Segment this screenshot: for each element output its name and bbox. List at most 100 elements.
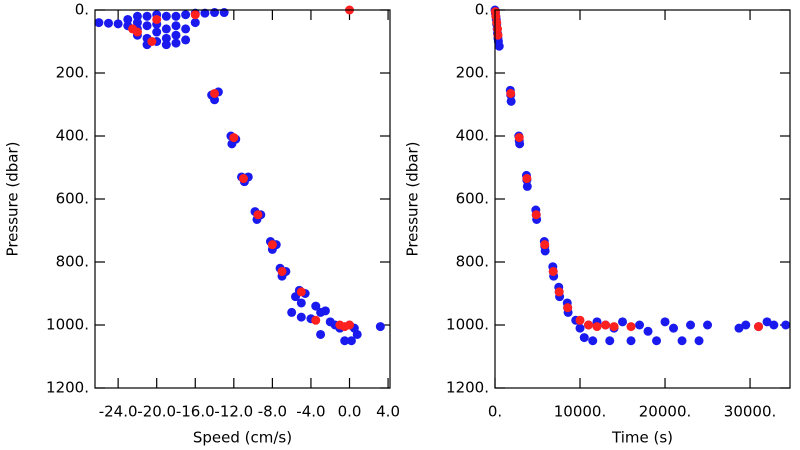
point (506, 88, 516, 98)
point (781, 320, 791, 330)
y-tick-label: 0. (75, 1, 89, 19)
point (181, 35, 191, 45)
point (161, 11, 171, 21)
point (171, 21, 181, 31)
point (229, 133, 239, 143)
y-tick-label: 600. (56, 190, 89, 208)
point (575, 315, 585, 325)
x-tick-label: -4.0 (296, 403, 325, 421)
point (522, 181, 532, 191)
point (113, 19, 123, 29)
point (694, 336, 704, 346)
point (762, 317, 772, 327)
point (210, 95, 220, 105)
point (669, 323, 679, 333)
point (643, 326, 653, 336)
point (161, 33, 171, 43)
point (287, 307, 297, 317)
point (238, 174, 248, 184)
x-axis-label: Speed (cm/s) (193, 429, 292, 447)
y-tick-label: 400. (56, 127, 89, 145)
x-tick-label: 0.0 (338, 403, 362, 421)
plot-frame (494, 9, 791, 389)
point (253, 210, 263, 220)
x-tick-label: 4.0 (376, 403, 400, 421)
point (626, 336, 636, 346)
point (677, 336, 687, 346)
point (103, 18, 113, 28)
point (575, 323, 585, 333)
point (161, 24, 171, 34)
point (152, 14, 162, 24)
point (769, 320, 779, 330)
y-tick-label: 400. (456, 127, 489, 145)
point (171, 38, 181, 48)
x-tick-label: 30000. (724, 403, 777, 421)
point (132, 18, 142, 28)
x-tick-label: -16.0 (176, 403, 215, 421)
point (316, 329, 326, 339)
point (506, 96, 516, 106)
point (219, 8, 229, 18)
point (494, 41, 504, 51)
y-axis-label: Pressure (dbar) (4, 142, 22, 257)
point (296, 312, 306, 322)
y-tick-label: 800. (456, 253, 489, 271)
point (531, 210, 541, 220)
y-tick-label: 0. (475, 1, 489, 19)
point (152, 27, 162, 37)
point (320, 306, 330, 316)
point (128, 24, 138, 34)
point (592, 322, 602, 332)
y-axis-label: Pressure (dbar) (404, 142, 422, 257)
point (584, 320, 594, 330)
y-tick-label: 800. (56, 253, 89, 271)
point (94, 18, 104, 28)
point (605, 336, 615, 346)
point (267, 240, 277, 250)
point (686, 320, 696, 330)
point (522, 174, 532, 184)
point (200, 8, 210, 18)
point (123, 14, 133, 24)
point (601, 320, 611, 330)
point (311, 315, 321, 325)
point (741, 320, 751, 330)
point (352, 329, 362, 339)
point (210, 8, 220, 18)
point (635, 320, 645, 330)
point (493, 30, 503, 40)
point (754, 322, 764, 332)
point (514, 133, 524, 143)
point (296, 287, 306, 297)
plot-frame (94, 9, 391, 389)
point (296, 298, 306, 308)
y-tick-label: 1200. (46, 379, 89, 397)
point (703, 320, 713, 330)
point (181, 10, 191, 20)
point (142, 11, 152, 21)
point (181, 24, 191, 34)
point (660, 317, 670, 327)
point (540, 240, 550, 250)
y-tick-label: 1000. (46, 316, 89, 334)
point (171, 30, 181, 40)
point (161, 40, 171, 50)
point (171, 11, 181, 21)
point (554, 287, 564, 297)
y-tick-label: 200. (456, 64, 489, 82)
x-tick-label: 0. (488, 403, 502, 421)
point (579, 333, 589, 343)
x-tick-label: -20.0 (137, 403, 176, 421)
point (345, 320, 355, 330)
x-tick-label: -8.0 (258, 403, 287, 421)
point (618, 317, 628, 327)
point (734, 323, 744, 333)
x-tick-label: -24.0 (99, 403, 138, 421)
point (588, 336, 598, 346)
point (548, 266, 558, 276)
y-tick-label: 1000. (446, 316, 489, 334)
y-tick-label: 600. (456, 190, 489, 208)
x-tick-label: 20000. (639, 403, 692, 421)
